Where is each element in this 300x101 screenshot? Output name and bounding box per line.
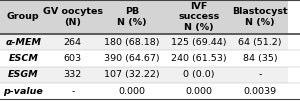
Text: 107 (32.22): 107 (32.22) — [104, 70, 160, 79]
Bar — [46, 83, 99, 99]
Bar — [46, 0, 99, 34]
Text: 125 (69.44): 125 (69.44) — [171, 38, 226, 47]
Text: -: - — [259, 70, 262, 79]
Bar — [165, 34, 232, 50]
Text: α-MEM: α-MEM — [5, 38, 41, 47]
Bar — [0, 83, 46, 99]
Bar — [0, 0, 46, 34]
Bar — [232, 0, 288, 34]
Text: 0.000: 0.000 — [185, 87, 212, 96]
Text: 0 (0.0): 0 (0.0) — [183, 70, 214, 79]
Bar — [0, 50, 46, 67]
Text: Group: Group — [7, 12, 40, 21]
Bar — [46, 34, 99, 50]
Bar — [99, 34, 165, 50]
Bar — [232, 67, 288, 83]
Bar — [99, 50, 165, 67]
Bar — [46, 50, 99, 67]
Text: 390 (64.67): 390 (64.67) — [104, 54, 160, 63]
Bar — [165, 83, 232, 99]
Text: 332: 332 — [64, 70, 82, 79]
Bar — [46, 67, 99, 83]
Bar — [0, 67, 46, 83]
Text: PB
N (%): PB N (%) — [117, 7, 147, 27]
Text: 264: 264 — [64, 38, 82, 47]
Text: 0.000: 0.000 — [118, 87, 146, 96]
Bar — [99, 83, 165, 99]
Bar — [0, 34, 46, 50]
Text: 64 (51.2): 64 (51.2) — [238, 38, 282, 47]
Text: 603: 603 — [64, 54, 82, 63]
Text: -: - — [71, 87, 74, 96]
Text: p-value: p-value — [3, 87, 43, 96]
Bar — [165, 50, 232, 67]
Bar — [165, 67, 232, 83]
Text: GV oocytes
(N): GV oocytes (N) — [43, 7, 103, 27]
Text: 240 (61.53): 240 (61.53) — [171, 54, 226, 63]
Text: 0.0039: 0.0039 — [244, 87, 277, 96]
Text: ESGM: ESGM — [8, 70, 39, 79]
Bar — [232, 34, 288, 50]
Text: ESCM: ESCM — [8, 54, 38, 63]
Bar — [99, 67, 165, 83]
Bar — [232, 83, 288, 99]
Text: Blastocyst
N (%): Blastocyst N (%) — [232, 7, 288, 27]
Bar — [232, 50, 288, 67]
Text: 180 (68.18): 180 (68.18) — [104, 38, 160, 47]
Bar — [165, 0, 232, 34]
Text: 84 (35): 84 (35) — [243, 54, 278, 63]
Bar — [99, 0, 165, 34]
Text: IVF
success
N (%): IVF success N (%) — [178, 2, 219, 32]
